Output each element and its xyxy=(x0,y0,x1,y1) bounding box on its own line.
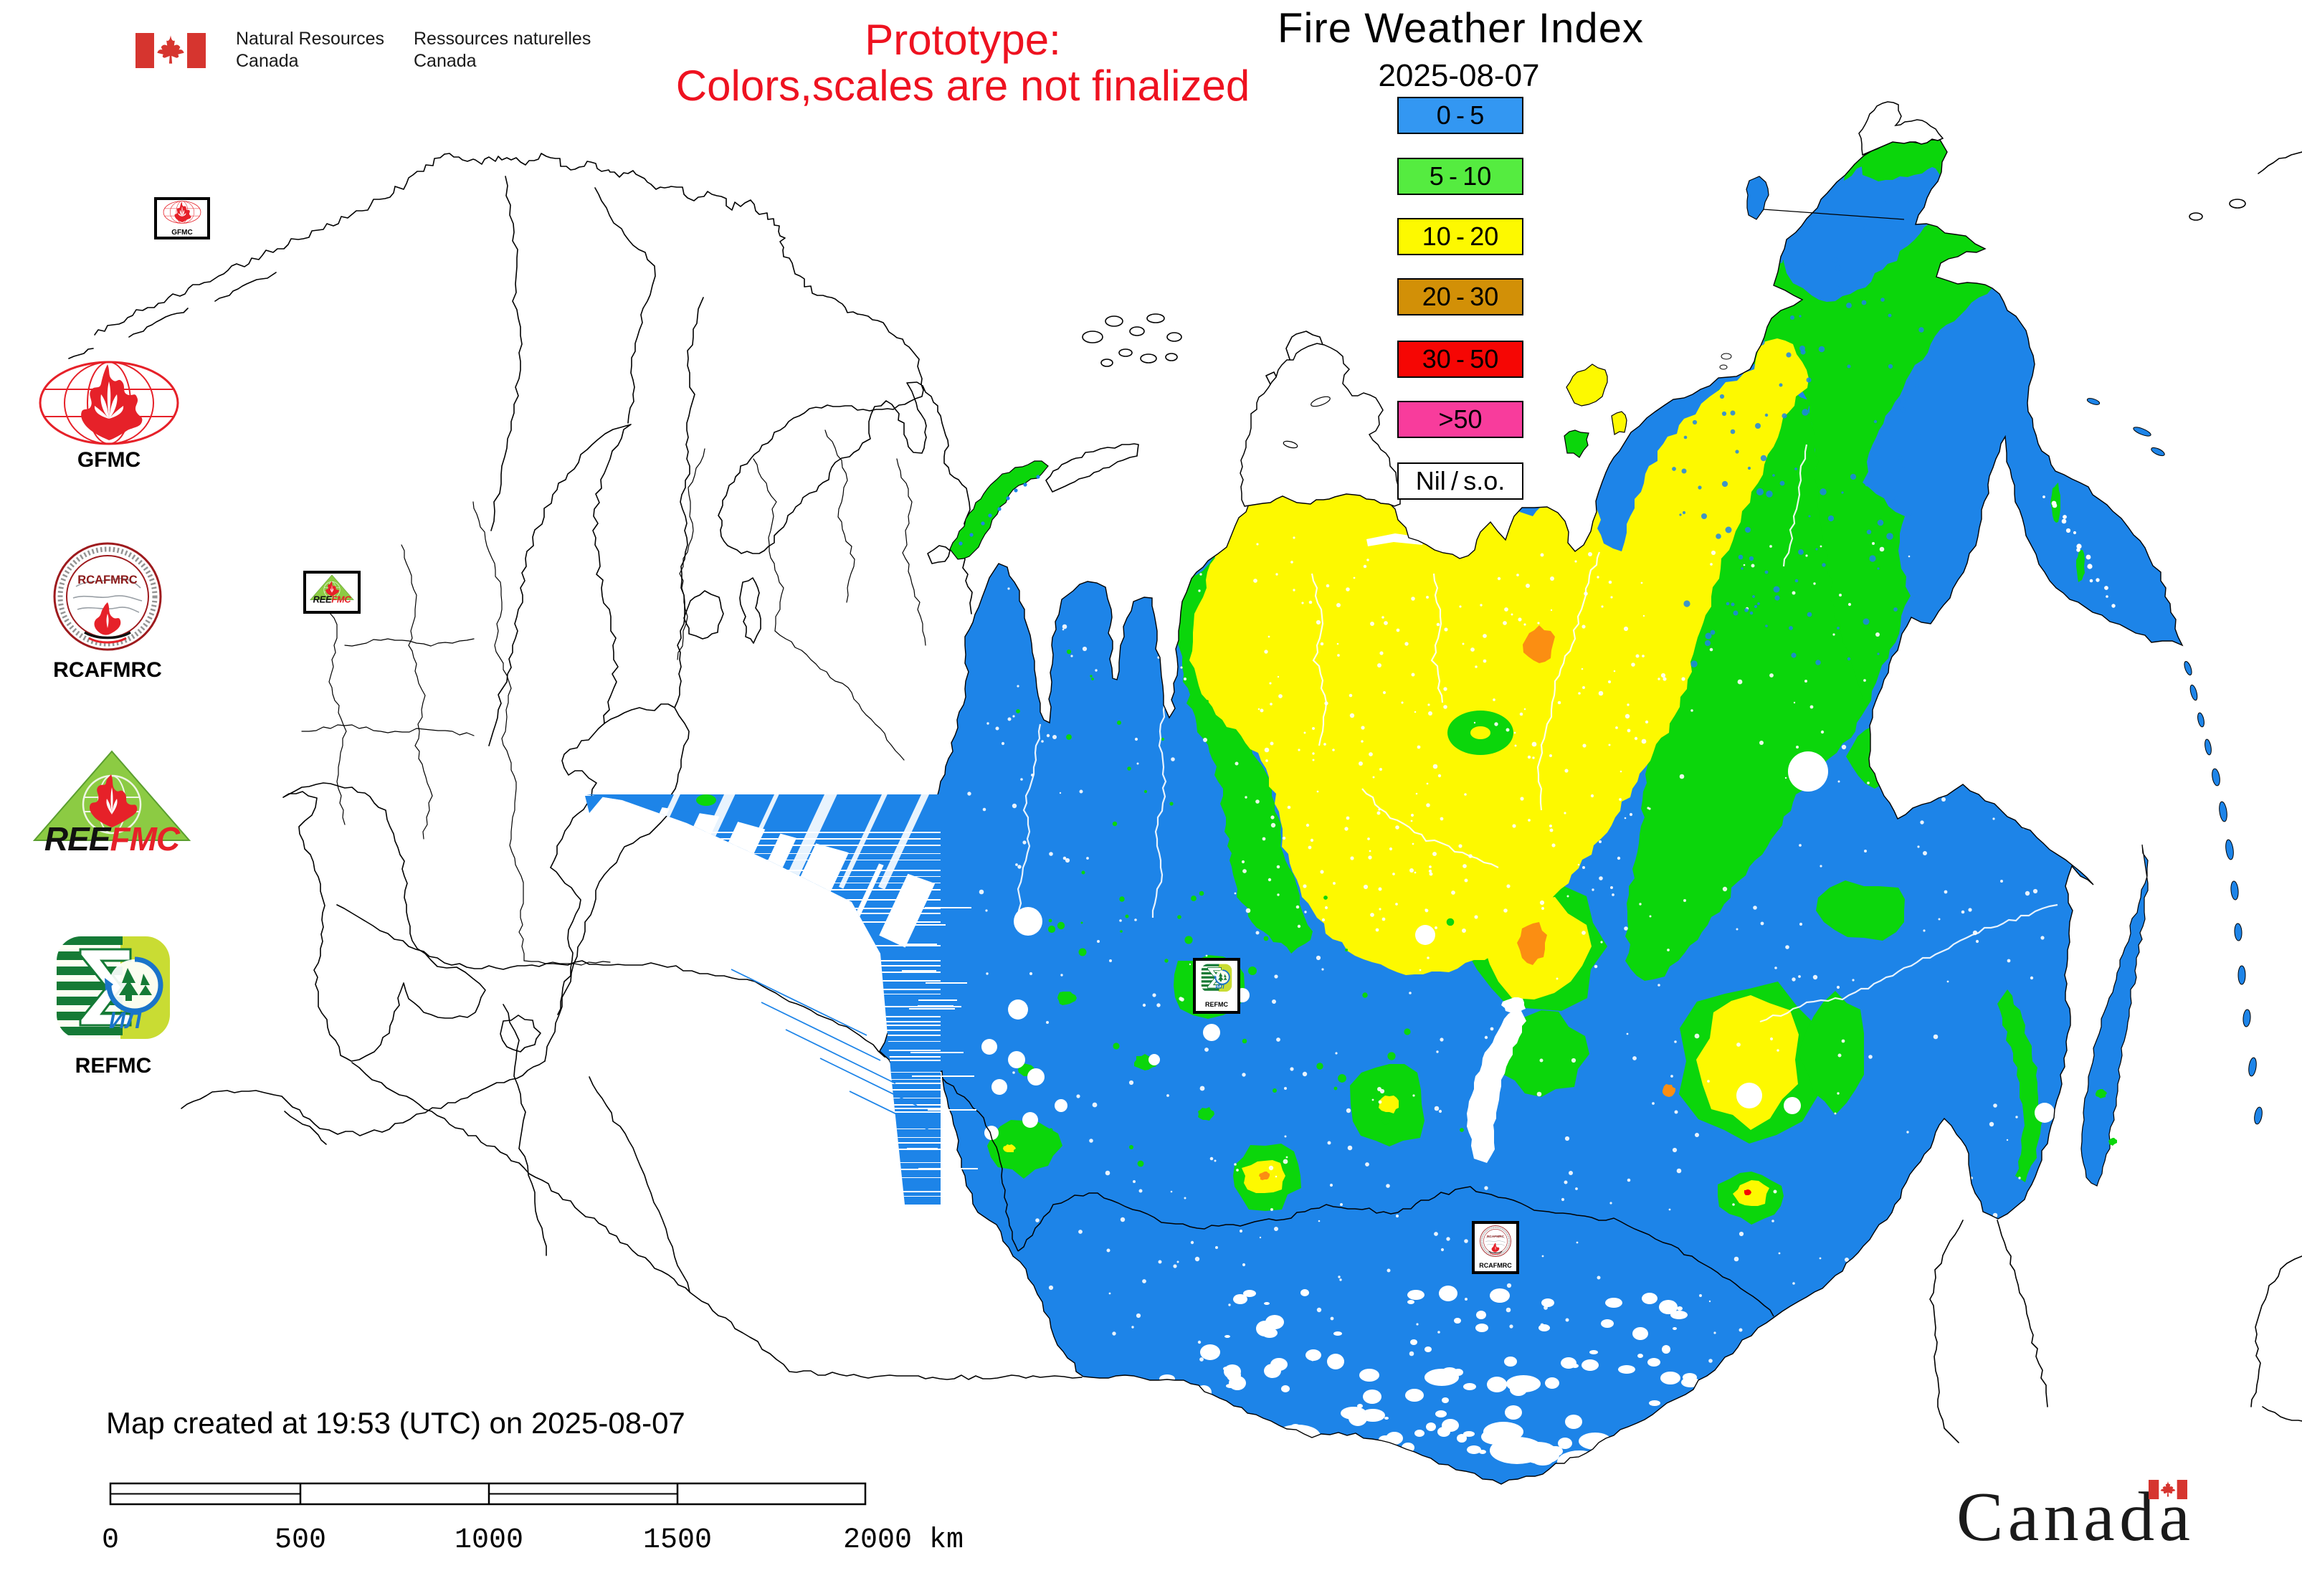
svg-text:500: 500 xyxy=(275,1524,326,1557)
svg-text:10 - 20: 10 - 20 xyxy=(1422,222,1499,251)
svg-text:5 - 10: 5 - 10 xyxy=(1430,161,1491,191)
svg-text:>50: >50 xyxy=(1438,404,1482,434)
svg-text:Fire Weather Index: Fire Weather Index xyxy=(1278,5,1643,52)
svg-text:20 - 30: 20 - 30 xyxy=(1422,282,1499,311)
svg-text:ИЛ: ИЛ xyxy=(109,1007,142,1033)
svg-text:0: 0 xyxy=(102,1524,119,1557)
svg-text:REFMC: REFMC xyxy=(1205,1001,1228,1008)
svg-text:Ressources naturelles: Ressources naturelles xyxy=(414,29,591,49)
svg-text:REEFMC: REEFMC xyxy=(313,594,352,604)
svg-text:RCAFMRC: RCAFMRC xyxy=(1487,1235,1505,1239)
svg-text:Colors,scales are not finalize: Colors,scales are not finalized xyxy=(676,62,1250,110)
svg-text:Natural Resources: Natural Resources xyxy=(236,29,384,49)
svg-text:REFMC: REFMC xyxy=(75,1054,152,1078)
svg-text:GFMC: GFMC xyxy=(171,229,192,237)
svg-text:30 - 50: 30 - 50 xyxy=(1422,344,1499,374)
svg-text:1000: 1000 xyxy=(455,1524,523,1557)
svg-text:RCAFMRC: RCAFMRC xyxy=(1479,1262,1512,1269)
svg-text:RCAFMRC: RCAFMRC xyxy=(53,658,162,682)
svg-text:Canada: Canada xyxy=(236,51,299,71)
svg-text:RCAFMRC: RCAFMRC xyxy=(77,574,137,586)
svg-text:GFMC: GFMC xyxy=(77,448,141,472)
svg-text:2000 km: 2000 km xyxy=(843,1524,964,1557)
svg-text:Prototype:: Prototype: xyxy=(865,16,1061,64)
svg-text:Nil / s.o.: Nil / s.o. xyxy=(1416,466,1505,495)
svg-text:0 - 5: 0 - 5 xyxy=(1437,100,1484,130)
svg-text:REEFMC: REEFMC xyxy=(44,820,181,858)
svg-text:1500: 1500 xyxy=(643,1524,712,1557)
svg-text:Canada: Canada xyxy=(414,51,477,71)
svg-text:Map created at 19:53 (UTC) on: Map created at 19:53 (UTC) on 2025-08-07 xyxy=(106,1406,685,1440)
svg-text:ИЛ: ИЛ xyxy=(1215,983,1224,990)
svg-text:2025-08-07: 2025-08-07 xyxy=(1378,58,1539,93)
